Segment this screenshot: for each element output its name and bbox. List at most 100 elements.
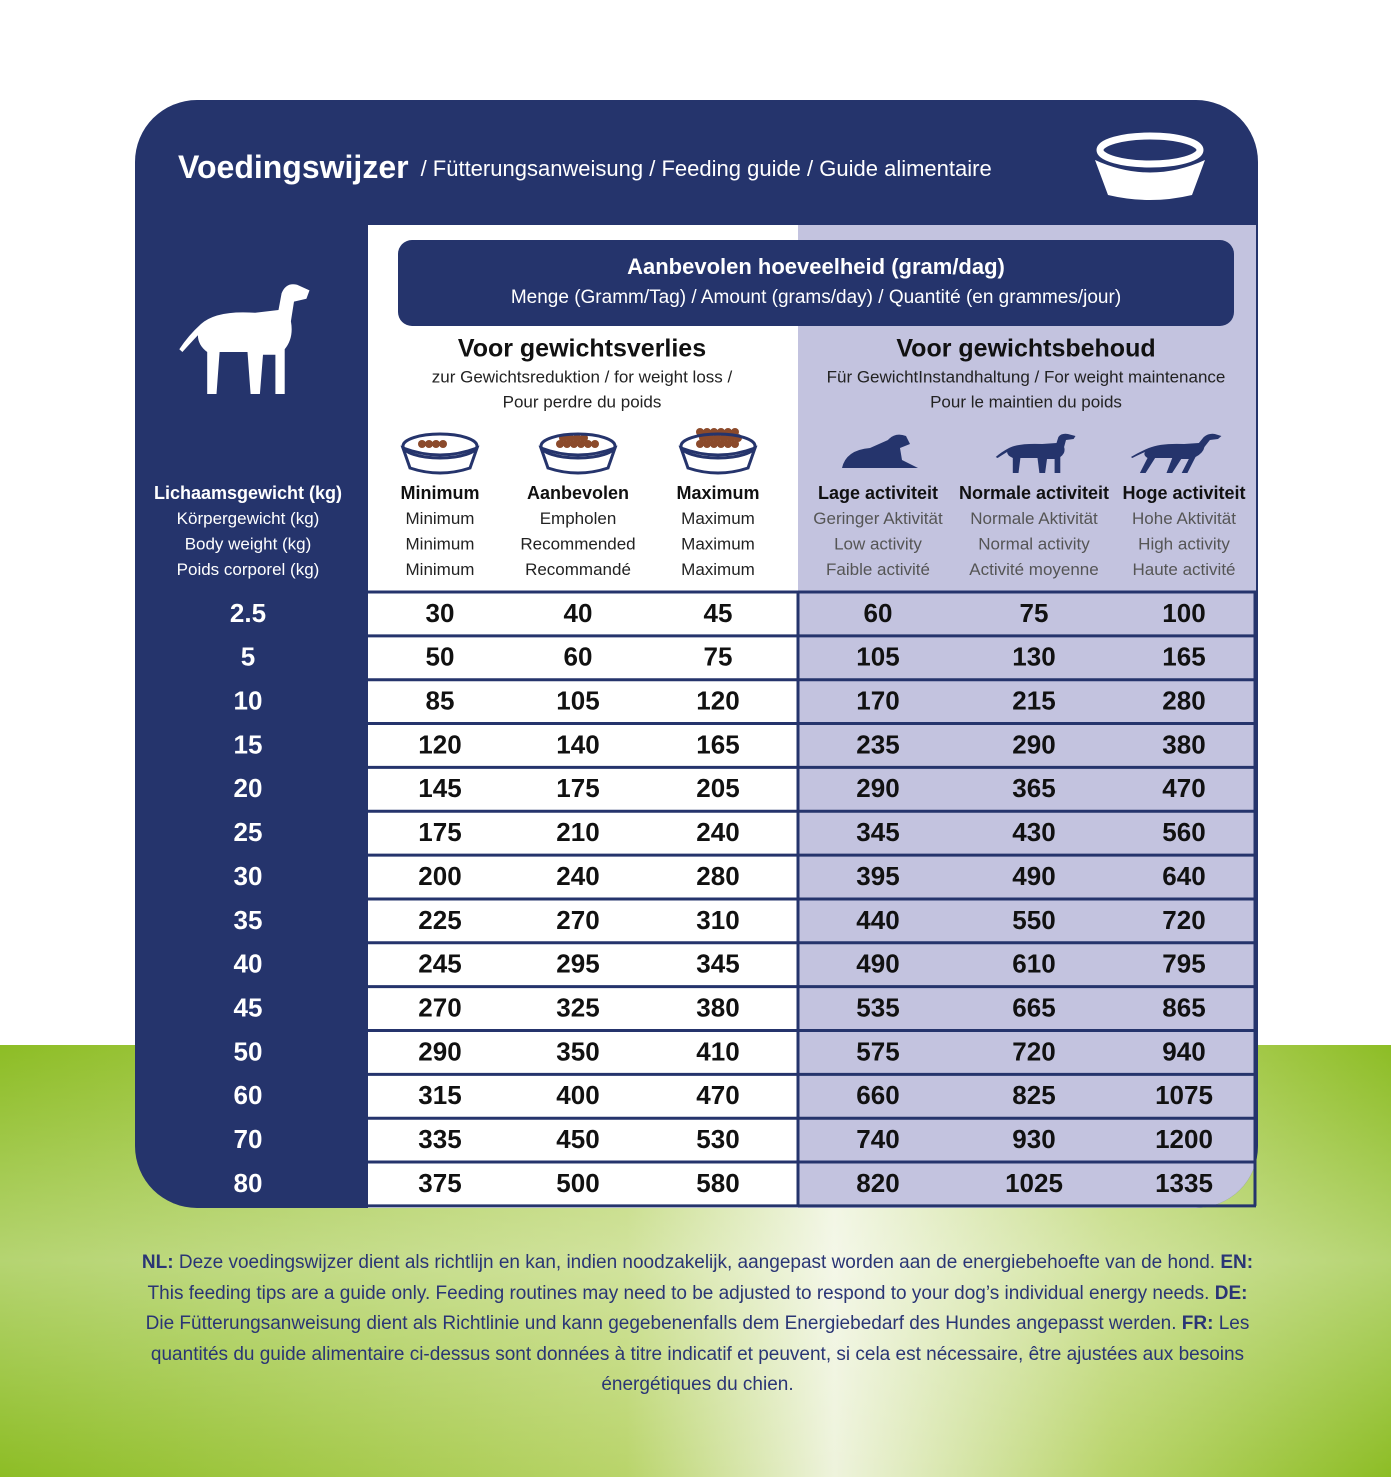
amount-value: 290 [856,773,899,803]
column-header: Haute activité [1133,560,1236,579]
group-line: Für GewichtInstandhaltung / For weight m… [827,367,1226,386]
rows [368,590,1257,1208]
weight-header: Körpergewicht (kg) [177,509,320,528]
amount-value: 75 [704,642,733,672]
dog-lying [842,434,918,468]
bowl [538,445,618,475]
bowl-rim [679,432,757,460]
group-line: Pour le maintien du poids [930,392,1122,411]
amount-value: 270 [418,992,461,1022]
amount-value: 940 [1162,1036,1205,1066]
kibble [703,440,711,448]
title-sub: / Fütterungsanweisung / Feeding guide / … [421,156,992,181]
amount-subtitle: Menge (Gramm/Tag) / Amount (grams/day) /… [511,287,1121,308]
amount-value: 145 [418,773,461,803]
weight-value: 45 [234,992,263,1022]
amount-value: 440 [856,905,899,935]
group-title: Voor gewichtsbehoud [896,335,1155,363]
column-header: Minimum [406,534,475,553]
title-main: Voedingswijzer [178,149,409,185]
title: Voedingswijzer / Fütterungsanweisung / Fe… [178,149,992,185]
amount-value: 315 [418,1080,461,1110]
column-header: Recommandé [525,560,631,579]
note-label: DE: [1214,1282,1248,1304]
weight-value: 40 [234,949,263,979]
amount-value: 490 [1012,861,1055,891]
footer-note: NL: Deze voedingswijzer dient als richtl… [135,1248,1260,1401]
amount-value: 550 [1012,905,1055,935]
amount-value: 660 [856,1080,899,1110]
column-header: Hoge activiteit [1122,483,1245,503]
amount-value: 60 [564,642,593,672]
amount-value: 535 [856,992,899,1022]
kibble [577,440,585,448]
kibble [720,434,728,442]
amount-value: 825 [1012,1080,1055,1110]
weight-value: 2.5 [230,598,266,628]
weight-value: 10 [234,686,263,716]
amount-value: 215 [1012,686,1055,716]
bowl-rim [401,432,479,460]
bowls [400,428,758,475]
column-header: Maximum [681,534,755,553]
column-header: Maximum [681,509,755,528]
bowl [400,445,480,475]
column-header: Low activity [834,534,922,553]
kibble [432,440,440,448]
amount-value: 530 [696,1124,739,1154]
column-header: Minimum [406,509,475,528]
amount-value: 375 [418,1168,461,1198]
note-text: Die Fütterungsanweisung dient als Richtl… [145,1313,1177,1334]
note-label: EN: [1220,1252,1254,1273]
amount-value: 290 [1012,729,1055,759]
amount-value: 490 [856,949,899,979]
amount-value: 470 [696,1080,739,1110]
amount-value: 130 [1012,642,1055,672]
amount-value: 200 [418,861,461,891]
amount-value: 610 [1012,949,1055,979]
note-text: Deze voedingswijzer dient als richtlijn … [178,1252,1216,1273]
kibble [556,440,564,448]
kibble [439,440,447,448]
amount-value: 175 [418,817,461,847]
amount-value: 85 [426,686,455,716]
amount-value: 210 [556,817,599,847]
amount-value: 380 [696,992,739,1022]
weight-value: 60 [234,1080,263,1110]
amount-value: 345 [696,949,739,979]
amount-value: 820 [856,1168,899,1198]
amount-value: 240 [696,817,739,847]
column-header: Normal activity [978,534,1090,553]
amount-value: 430 [1012,817,1055,847]
column-header: Recommended [520,534,635,553]
amount-value: 1025 [1005,1168,1063,1198]
amount-value: 175 [556,773,599,803]
amount-value: 295 [556,949,599,979]
card [135,100,1258,1208]
amount-value: 665 [1012,992,1055,1022]
column-header: Minimum [406,560,475,579]
bowl [678,445,758,475]
weight-header: Body weight (kg) [185,534,312,553]
weight-header: Lichaamsgewicht (kg) [154,483,342,503]
bowl-rim [539,432,617,460]
column-header: High activity [1138,534,1230,553]
weight-value: 50 [234,1036,263,1066]
kibble [731,440,739,448]
amount-value: 50 [426,642,455,672]
amount-value: 575 [856,1036,899,1066]
column-header: Normale Aktivität [970,509,1098,528]
bowl-icon [1095,132,1205,200]
kibble [566,434,574,442]
amount-value: 365 [1012,773,1055,803]
weight-value: 15 [234,729,263,759]
weight-header: Poids corporel (kg) [177,560,320,579]
kibble [713,434,721,442]
weight-value: 25 [234,817,263,847]
amount-value: 170 [856,686,899,716]
amount-value: 560 [1162,817,1205,847]
weight-value: 70 [234,1124,263,1154]
amount-value: 105 [856,642,899,672]
note-text: Les quantités du guide alimentaire ci-de… [150,1313,1250,1395]
